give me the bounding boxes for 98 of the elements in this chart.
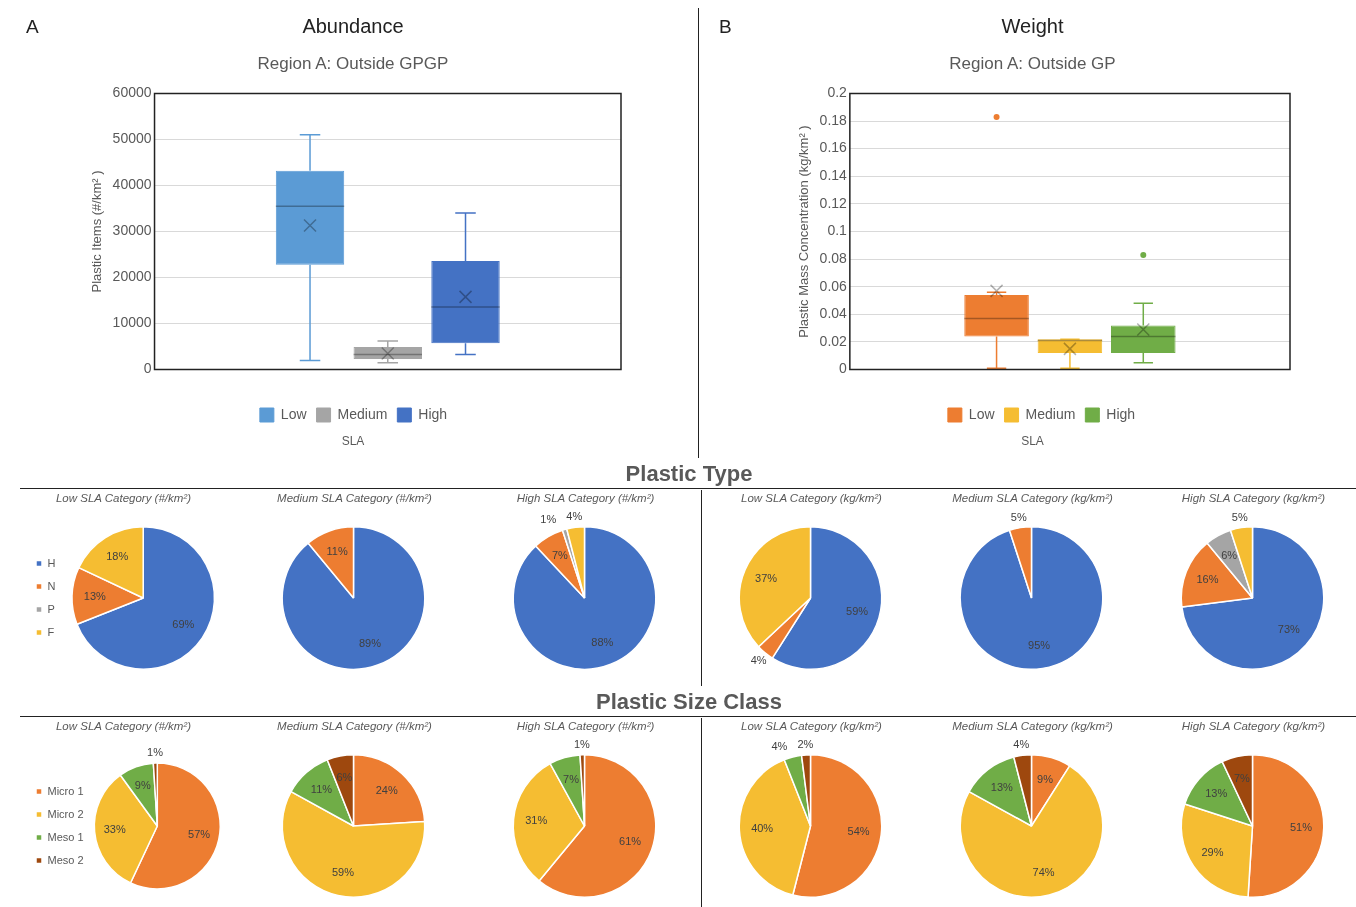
data-label: 88% (591, 636, 614, 649)
data-label: 74% (1032, 865, 1055, 878)
data-label: 51% (1289, 820, 1313, 833)
legend-label: N (47, 579, 56, 592)
y-tick-label: 0.1 (827, 222, 848, 239)
y-tick-label: 50000 (112, 130, 152, 147)
chart-subtitle: Medium SLA Category (kg/km²) (951, 492, 1114, 504)
chart-subtitle: Low SLA Category (kg/km²) (740, 492, 883, 504)
data-label: 9% (134, 778, 151, 791)
legend-label: H (47, 556, 56, 569)
y-tick-label: 0 (143, 360, 152, 377)
data-label: 16% (1196, 573, 1219, 586)
data-label: 4% (750, 653, 767, 666)
y-axis-title: Plastic Mass Concentration (kg/km² ) (796, 125, 812, 338)
data-label: 5% (1231, 510, 1248, 523)
legend-label: High (418, 405, 448, 422)
chart-subtitle: Low SLA Category (#/km²) (54, 720, 193, 732)
chart-subtitle: Region A: Outside GP (948, 54, 1117, 74)
chart-title: Abundance (302, 15, 404, 37)
data-label: 59% (331, 866, 355, 879)
y-tick-label: 0.18 (819, 111, 848, 128)
y-tick-label: 0.12 (819, 194, 848, 211)
y-tick-label: 20000 (112, 268, 152, 285)
legend-label: Meso 2 (47, 853, 84, 866)
y-tick-label: 0.06 (819, 277, 848, 294)
data-label: 4% (1013, 738, 1030, 751)
y-tick-label: 0.2 (827, 84, 848, 101)
y-tick-label: 60000 (112, 84, 152, 101)
data-label: 6% (1221, 548, 1238, 561)
x-axis-title: SLA (1020, 434, 1045, 448)
data-label: 57% (188, 828, 211, 841)
y-tick-label: 0.02 (819, 332, 848, 349)
data-label: 1% (147, 746, 164, 759)
chart-subtitle: Region A: Outside GPGP (256, 54, 450, 74)
data-label: 2% (797, 737, 814, 750)
data-label: 40% (751, 822, 774, 835)
legend-label: Meso 1 (47, 830, 84, 843)
chart-subtitle: High SLA Category (kg/km²) (1180, 492, 1327, 504)
chart-subtitle: Medium SLA Category (#/km²) (276, 492, 433, 504)
legend-label: Micro 2 (47, 807, 84, 820)
data-label: 95% (1028, 638, 1051, 651)
text: B (719, 16, 732, 38)
data-label: 13% (83, 589, 107, 602)
text: Plastic Type (20, 460, 1356, 489)
chart-subtitle: High SLA Category (#/km²) (515, 720, 656, 732)
chart-subtitle: High SLA Category (#/km²) (515, 492, 656, 504)
y-axis-title: Plastic Items (#/km² ) (89, 170, 105, 293)
data-label: 18% (106, 550, 129, 563)
y-tick-label: 40000 (112, 176, 152, 193)
data-label: 11% (326, 545, 348, 558)
data-label: 31% (525, 814, 548, 827)
x-axis-title: SLA (340, 434, 366, 448)
chart-subtitle: Medium SLA Category (#/km²) (276, 720, 433, 732)
data-label: 13% (990, 780, 1014, 793)
data-label: 1% (540, 513, 557, 526)
chart-subtitle: Low SLA Category (kg/km²) (740, 720, 883, 732)
legend-label: Medium (1025, 405, 1076, 422)
legend-label: Medium (337, 405, 388, 422)
text: A (26, 16, 39, 38)
data-label: 7% (551, 549, 568, 562)
data-label: 73% (1277, 623, 1301, 636)
data-label: 29% (1201, 846, 1224, 859)
data-label: 4% (566, 510, 583, 523)
chart-subtitle: High SLA Category (kg/km²) (1180, 720, 1327, 732)
y-tick-label: 0.08 (819, 249, 848, 266)
legend-label: High (1106, 405, 1136, 422)
data-label: 7% (563, 772, 580, 785)
data-label: 54% (847, 825, 870, 838)
data-label: 59% (846, 604, 869, 617)
y-tick-label: 10000 (112, 314, 152, 331)
data-label: 5% (1010, 510, 1027, 523)
legend-label: Micro 1 (47, 784, 84, 797)
legend-label: Low (968, 405, 996, 422)
data-label: 61% (619, 835, 642, 848)
data-label: 1% (573, 737, 591, 750)
text: Plastic Size Class (20, 688, 1356, 717)
data-label: 37% (755, 571, 778, 584)
data-label: 69% (172, 618, 195, 631)
y-tick-label: 0.14 (819, 167, 848, 184)
data-label: 7% (1233, 771, 1251, 784)
y-tick-label: 30000 (112, 222, 152, 239)
data-label: 33% (103, 823, 126, 836)
legend-label: Low (280, 405, 308, 422)
data-label: 13% (1205, 786, 1228, 799)
chart-subtitle: Low SLA Category (#/km²) (54, 492, 193, 504)
chart-title: Weight (1001, 15, 1064, 37)
data-label: 6% (336, 771, 353, 784)
y-tick-label: 0.04 (819, 305, 848, 322)
y-tick-label: 0 (839, 360, 848, 377)
chart-subtitle: Medium SLA Category (kg/km²) (951, 720, 1114, 732)
data-label: 11% (310, 782, 333, 795)
legend-label: P (47, 602, 55, 615)
data-label: 24% (375, 783, 398, 796)
y-tick-label: 0.16 (819, 139, 848, 156)
legend-label: F (47, 625, 55, 638)
data-label: 89% (358, 636, 382, 649)
data-label: 9% (1037, 772, 1054, 785)
data-label: 4% (771, 740, 788, 753)
